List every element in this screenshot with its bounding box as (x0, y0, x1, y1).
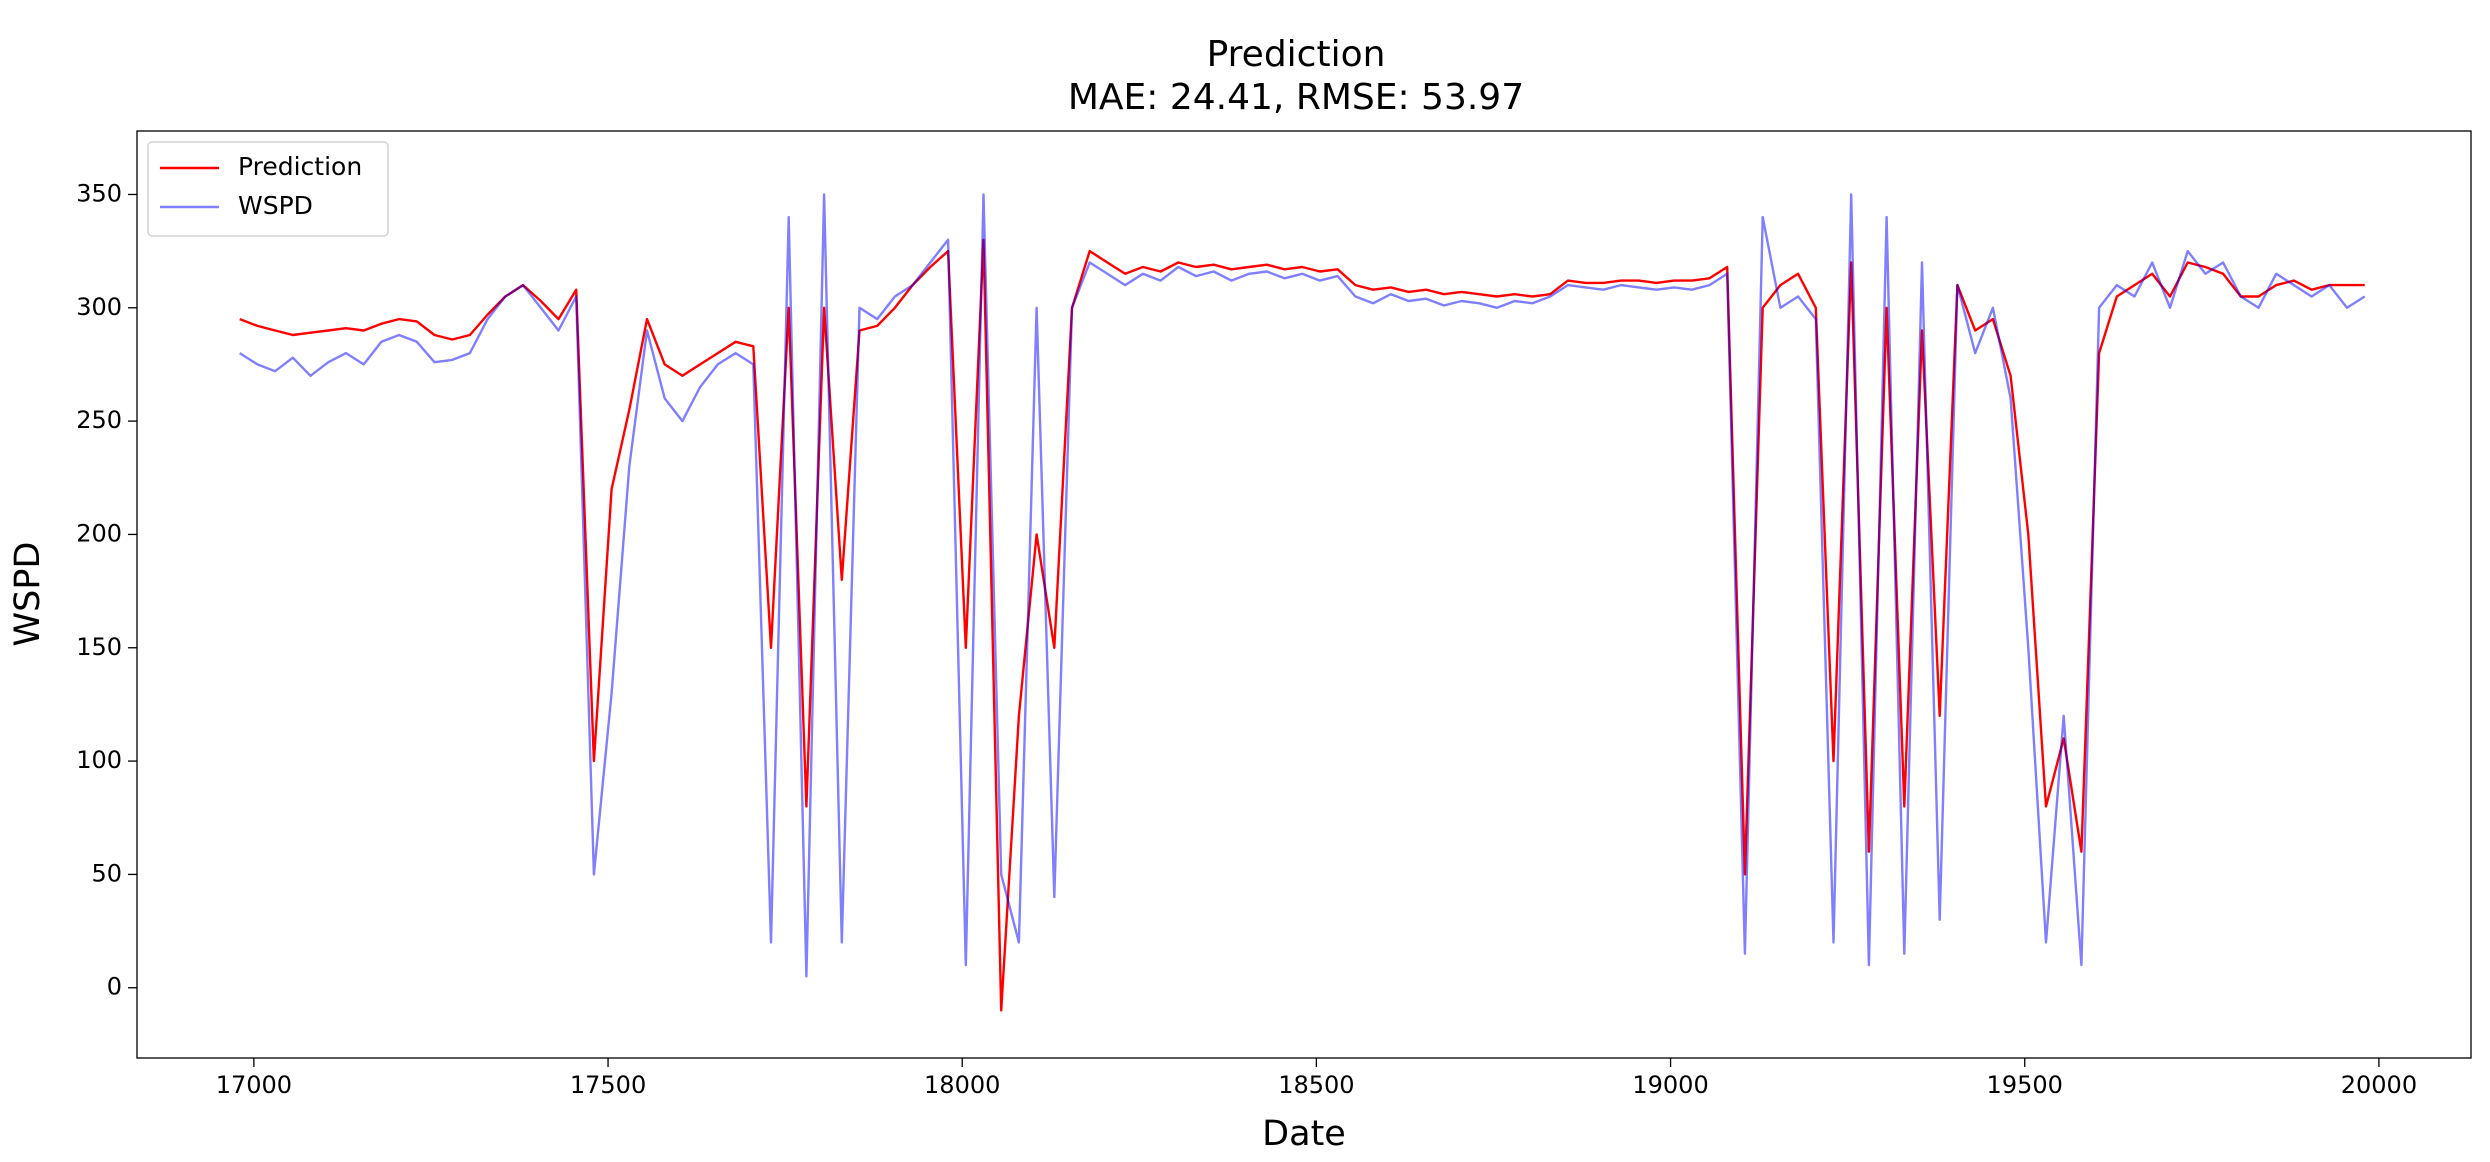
chart-subtitle: MAE: 24.41, RMSE: 53.97 (1068, 77, 1524, 118)
y-tick-label: 200 (76, 519, 122, 547)
x-tick-label: 20000 (2341, 1071, 2417, 1099)
chart-title: Prediction (1207, 34, 1386, 75)
plot-frame (136, 130, 2472, 1059)
y-tick-label: 0 (107, 973, 122, 1001)
x-tick-label: 18500 (1278, 1071, 1354, 1099)
y-tick-label: 50 (91, 859, 122, 887)
y-tick-label: 100 (76, 746, 122, 774)
x-tick-label: 17000 (216, 1071, 292, 1099)
x-tick-label: 17500 (570, 1071, 646, 1099)
legend-label: Prediction (238, 152, 362, 181)
x-tick-label: 19000 (1632, 1071, 1708, 1099)
y-tick-label: 150 (76, 633, 122, 661)
y-axis-label: WSPD (8, 542, 48, 647)
series-line (239, 193, 2366, 978)
legend-label: WSPD (238, 191, 313, 220)
y-tick-label: 350 (76, 179, 122, 207)
series-line (239, 238, 2365, 1012)
x-tick-label: 18000 (924, 1071, 1000, 1099)
x-tick-label: 19500 (1987, 1071, 2063, 1099)
y-tick-label: 300 (76, 293, 122, 321)
y-tick-label: 250 (76, 406, 122, 434)
x-axis-label: Date (1262, 1114, 1346, 1154)
legend-box (147, 141, 389, 237)
